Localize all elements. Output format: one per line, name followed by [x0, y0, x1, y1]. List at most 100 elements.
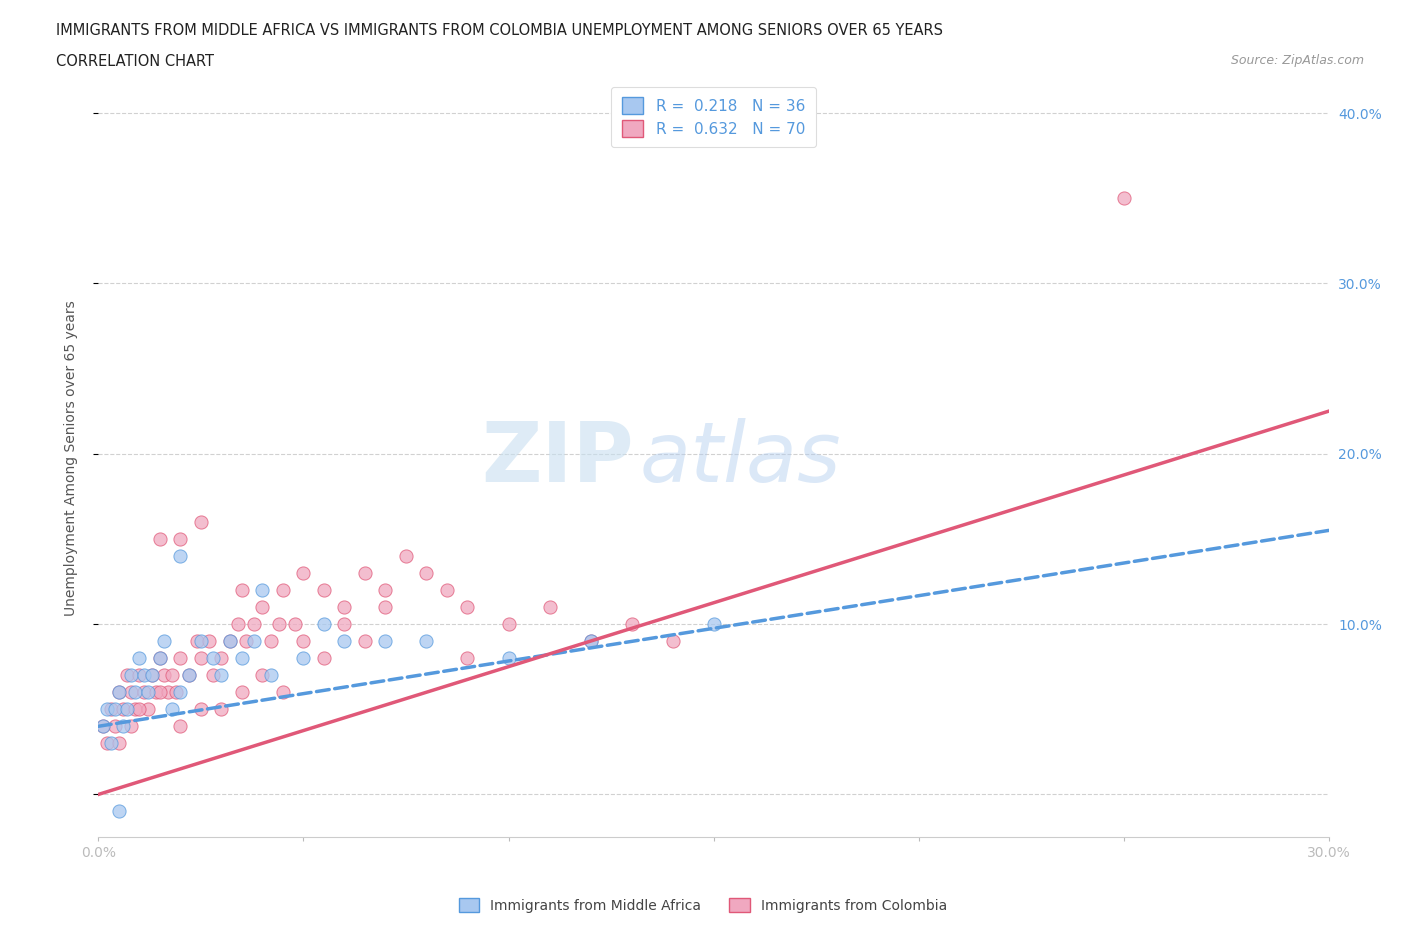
Point	[498, 651, 520, 666]
Point	[226, 617, 249, 631]
Text: atlas: atlas	[640, 418, 841, 498]
Point	[149, 651, 172, 666]
Point	[128, 702, 150, 717]
Point	[211, 668, 233, 683]
Point	[267, 617, 290, 631]
Point	[96, 736, 118, 751]
Point	[243, 633, 266, 648]
Point	[374, 633, 396, 648]
Point	[145, 684, 167, 699]
Point	[260, 633, 283, 648]
Point	[104, 702, 127, 717]
Point	[211, 702, 233, 717]
Point	[538, 600, 561, 615]
Point	[177, 668, 200, 683]
Point	[149, 651, 172, 666]
Point	[108, 684, 131, 699]
Text: Source: ZipAtlas.com: Source: ZipAtlas.com	[1230, 54, 1364, 67]
Point	[108, 684, 131, 699]
Point	[415, 565, 437, 580]
Point	[177, 668, 200, 683]
Point	[354, 633, 377, 648]
Point	[120, 668, 142, 683]
Point	[91, 719, 114, 734]
Point	[120, 684, 142, 699]
Point	[218, 633, 240, 648]
Point	[243, 617, 266, 631]
Point	[292, 633, 315, 648]
Point	[374, 582, 396, 597]
Point	[124, 684, 146, 699]
Point	[100, 736, 122, 751]
Point	[395, 549, 418, 564]
Point	[231, 651, 253, 666]
Point	[141, 668, 163, 683]
Point	[186, 633, 208, 648]
Point	[136, 684, 159, 699]
Point	[153, 668, 176, 683]
Text: CORRELATION CHART: CORRELATION CHART	[56, 54, 214, 69]
Point	[157, 684, 180, 699]
Point	[271, 684, 294, 699]
Point	[149, 684, 172, 699]
Point	[579, 633, 602, 648]
Point	[620, 617, 643, 631]
Point	[169, 684, 191, 699]
Point	[292, 565, 315, 580]
Point	[703, 617, 725, 631]
Point	[104, 719, 127, 734]
Point	[132, 684, 155, 699]
Point	[108, 736, 131, 751]
Point	[374, 600, 396, 615]
Point	[96, 702, 118, 717]
Point	[202, 668, 225, 683]
Point	[124, 702, 146, 717]
Point	[292, 651, 315, 666]
Point	[162, 668, 184, 683]
Point	[169, 531, 191, 546]
Text: IMMIGRANTS FROM MIDDLE AFRICA VS IMMIGRANTS FROM COLOMBIA UNEMPLOYMENT AMONG SEN: IMMIGRANTS FROM MIDDLE AFRICA VS IMMIGRA…	[56, 23, 943, 38]
Y-axis label: Unemployment Among Seniors over 65 years: Unemployment Among Seniors over 65 years	[63, 300, 77, 616]
Point	[284, 617, 307, 631]
Point	[169, 719, 191, 734]
Point	[333, 617, 356, 631]
Point	[252, 600, 274, 615]
Point	[141, 668, 163, 683]
Legend: R =  0.218   N = 36, R =  0.632   N = 70: R = 0.218 N = 36, R = 0.632 N = 70	[612, 86, 815, 148]
Point	[579, 633, 602, 648]
Point	[252, 668, 274, 683]
Point	[436, 582, 458, 597]
Point	[115, 668, 138, 683]
Point	[153, 633, 176, 648]
Point	[112, 702, 135, 717]
Point	[231, 582, 253, 597]
Point	[115, 702, 138, 717]
Point	[202, 651, 225, 666]
Point	[149, 531, 172, 546]
Point	[218, 633, 240, 648]
Point	[312, 651, 335, 666]
Point	[190, 633, 212, 648]
Point	[108, 804, 131, 819]
Point	[415, 633, 437, 648]
Point	[457, 651, 479, 666]
Point	[498, 617, 520, 631]
Point	[354, 565, 377, 580]
Point	[112, 719, 135, 734]
Point	[312, 582, 335, 597]
Point	[333, 600, 356, 615]
Point	[260, 668, 283, 683]
Point	[91, 719, 114, 734]
Point	[252, 582, 274, 597]
Point	[165, 684, 187, 699]
Legend: Immigrants from Middle Africa, Immigrants from Colombia: Immigrants from Middle Africa, Immigrant…	[453, 893, 953, 919]
Point	[120, 719, 142, 734]
Point	[333, 633, 356, 648]
Point	[198, 633, 221, 648]
Point	[457, 600, 479, 615]
Point	[128, 651, 150, 666]
Text: ZIP: ZIP	[481, 418, 634, 498]
Point	[312, 617, 335, 631]
Point	[190, 651, 212, 666]
Point	[211, 651, 233, 666]
